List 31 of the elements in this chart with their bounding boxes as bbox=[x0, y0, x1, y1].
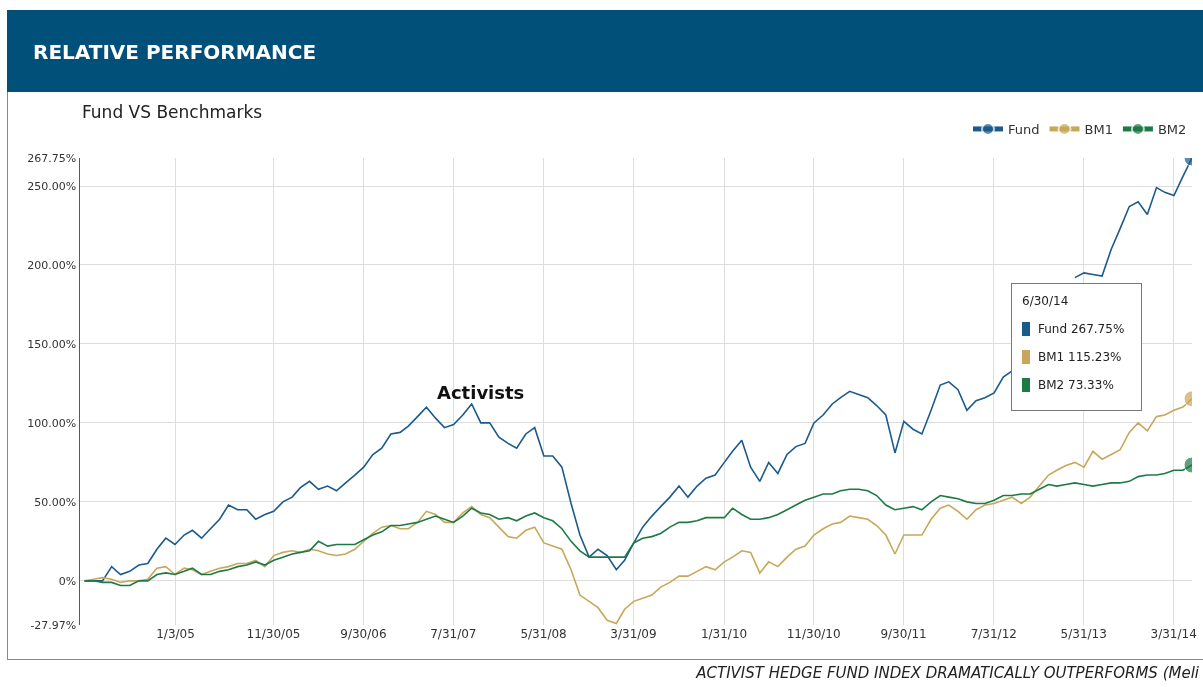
x-tick-label: 7/31/12 bbox=[970, 627, 1017, 641]
y-tick-label: 50.00% bbox=[34, 495, 77, 509]
annotation: Activists bbox=[437, 382, 525, 403]
x-tick-label: 9/30/11 bbox=[880, 627, 927, 641]
chart-subtitle: Fund VS Benchmarks bbox=[82, 102, 263, 122]
chart-title: RELATIVE PERFORMANCE bbox=[7, 10, 1203, 92]
x-tick-label: 5/31/08 bbox=[520, 627, 567, 641]
y-tick-label: 150.00% bbox=[27, 337, 77, 351]
annotation: Fund 267.75% bbox=[1038, 322, 1125, 336]
x-tick-label: 1/31/10 bbox=[700, 627, 748, 641]
annotation: BM2 73.33% bbox=[1038, 378, 1114, 392]
y-tick-label: 0% bbox=[58, 574, 77, 588]
x-tick-label: 3/31/14 bbox=[1150, 627, 1197, 641]
x-tick-label: 3/31/09 bbox=[610, 627, 657, 641]
legend-label: BM2 bbox=[1157, 122, 1187, 138]
legend-label: BM1 bbox=[1084, 122, 1113, 138]
y-tick-label: -27.97% bbox=[30, 618, 77, 632]
x-tick-label: 9/30/06 bbox=[340, 627, 387, 641]
x-tick-label: 11/30/10 bbox=[786, 627, 841, 641]
x-tick-label: 7/31/07 bbox=[430, 627, 477, 641]
y-tick-label: 267.75% bbox=[27, 151, 77, 165]
annotation: BM1 115.23% bbox=[1038, 350, 1122, 364]
y-tick-label: 250.00% bbox=[27, 179, 77, 193]
annotation: 6/30/14 bbox=[1022, 294, 1070, 308]
y-tick-label: 100.00% bbox=[27, 416, 77, 430]
text: ACTIVIST HEDGE FUND INDEX DRAMATICALLY OUTPERFORMS (Meli bbox=[696, 664, 1199, 682]
x-tick-label: 11/30/05 bbox=[246, 627, 301, 641]
x-tick-label: 1/3/05 bbox=[156, 627, 195, 641]
y-tick-label: 200.00% bbox=[27, 258, 77, 272]
x-tick-label: 5/31/13 bbox=[1060, 627, 1107, 641]
legend-label: Fund bbox=[1008, 122, 1040, 138]
